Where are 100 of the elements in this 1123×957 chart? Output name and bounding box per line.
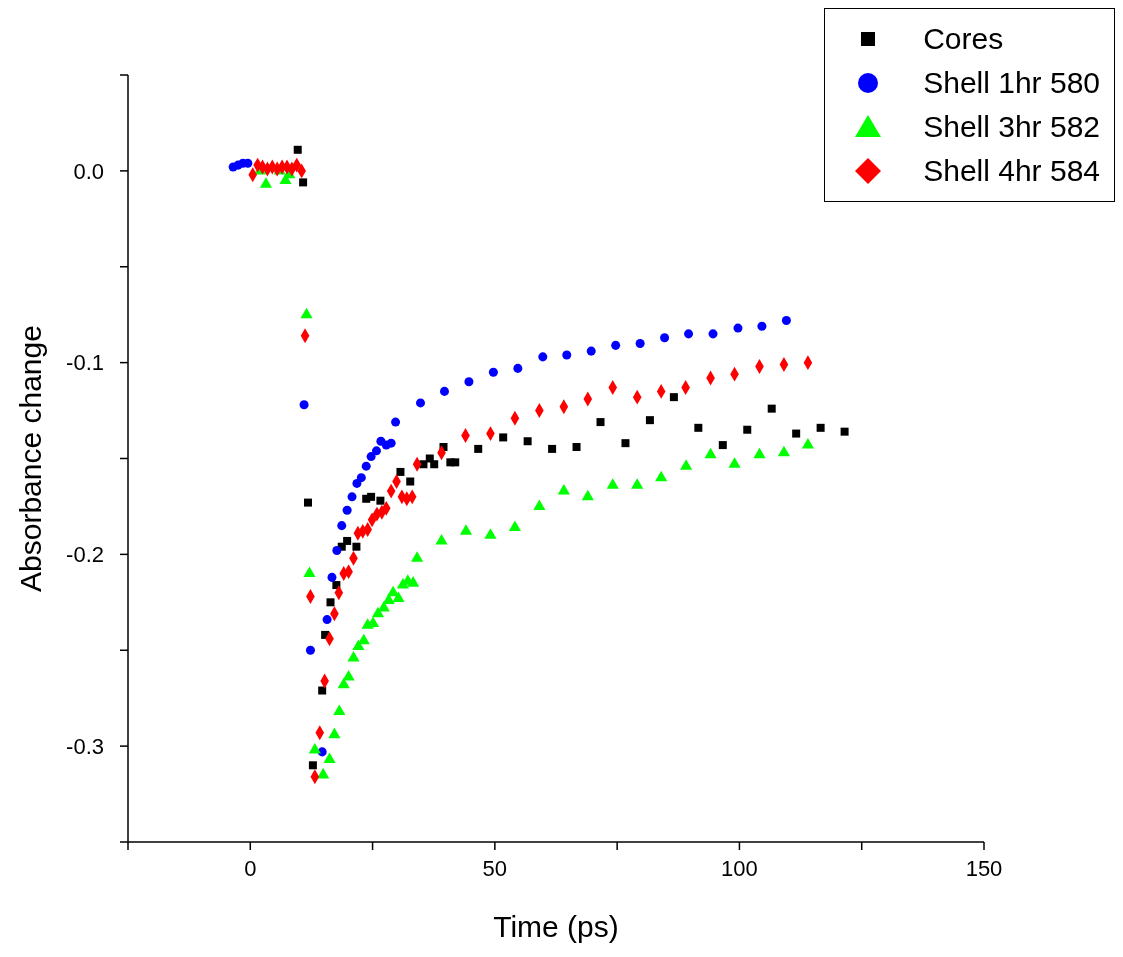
- point: [391, 417, 401, 427]
- point: [299, 400, 309, 410]
- point: [631, 478, 644, 489]
- point: [728, 457, 741, 468]
- point: [513, 363, 523, 373]
- point: [767, 404, 776, 413]
- point: [562, 350, 572, 360]
- point: [669, 393, 678, 402]
- point: [816, 423, 825, 432]
- point: [347, 650, 360, 662]
- point: [337, 521, 347, 531]
- point: [621, 439, 630, 448]
- point: [435, 533, 448, 545]
- point: [586, 346, 596, 356]
- point: [606, 478, 619, 489]
- point: [548, 444, 557, 453]
- point: [342, 505, 352, 515]
- point: [361, 461, 371, 471]
- point: [801, 438, 814, 449]
- point: [342, 670, 355, 681]
- point: [557, 484, 570, 495]
- point: [406, 477, 415, 486]
- point: [396, 467, 405, 476]
- y-tick-label: -0.3: [66, 733, 104, 759]
- point: [733, 323, 743, 333]
- legend-label: Shell 4hr 584: [923, 154, 1100, 188]
- point: [660, 333, 670, 343]
- x-tick-label: 50: [482, 855, 508, 881]
- point: [304, 498, 312, 507]
- point: [347, 492, 357, 502]
- point: [508, 520, 521, 532]
- point: [499, 433, 508, 442]
- point: [328, 727, 341, 739]
- point: [840, 427, 849, 436]
- point: [376, 496, 385, 505]
- legend-label: Shell 1hr 580: [923, 66, 1100, 100]
- point: [635, 338, 645, 348]
- point: [356, 473, 366, 483]
- point: [386, 438, 396, 448]
- point: [777, 445, 791, 457]
- x-tick-label: 150: [965, 855, 1003, 881]
- point: [343, 536, 352, 545]
- point: [684, 329, 694, 339]
- y-tick-label: 0.0: [73, 158, 104, 184]
- point: [781, 315, 791, 325]
- point: [538, 352, 548, 362]
- point: [484, 528, 497, 539]
- point: [327, 572, 337, 582]
- point: [299, 178, 308, 187]
- point: [332, 546, 342, 556]
- point: [533, 499, 546, 510]
- point: [352, 639, 365, 650]
- point: [694, 423, 703, 432]
- point: [430, 460, 439, 469]
- point: [382, 593, 395, 604]
- point: [308, 761, 317, 770]
- point: [474, 444, 483, 453]
- point: [371, 446, 381, 456]
- point: [523, 437, 532, 446]
- point: [680, 459, 693, 470]
- point: [305, 645, 315, 655]
- point: [300, 307, 313, 319]
- point: [323, 752, 336, 764]
- point: [792, 429, 801, 438]
- point: [611, 340, 621, 350]
- y-tick-label: -0.2: [66, 542, 104, 568]
- legend-label: Shell 3hr 582: [923, 110, 1100, 144]
- point: [407, 576, 420, 587]
- point: [753, 447, 766, 459]
- point: [308, 742, 321, 754]
- legend-label: Cores: [923, 22, 1004, 56]
- point: [757, 321, 767, 331]
- point: [451, 458, 460, 467]
- point: [655, 470, 668, 482]
- point: [459, 524, 473, 535]
- x-tick-label: 100: [721, 855, 758, 881]
- x-axis-title: Time (ps): [493, 910, 619, 943]
- point: [352, 542, 361, 551]
- point: [743, 425, 752, 434]
- point: [366, 452, 376, 462]
- y-axis-title: Absorbance change: [13, 325, 47, 592]
- point: [318, 686, 327, 695]
- point: [303, 566, 316, 578]
- point: [572, 442, 581, 451]
- point: [488, 367, 498, 377]
- point: [367, 492, 376, 501]
- point: [333, 704, 346, 716]
- point: [439, 386, 449, 396]
- point: [718, 441, 727, 450]
- y-tick-label: -0.1: [66, 350, 104, 376]
- point: [322, 615, 332, 625]
- point: [259, 177, 273, 188]
- point: [704, 447, 717, 459]
- point: [317, 767, 330, 779]
- x-tick-label: 0: [244, 855, 257, 881]
- point: [392, 591, 405, 602]
- point: [415, 398, 426, 408]
- point: [708, 329, 718, 339]
- point: [645, 416, 654, 425]
- point: [411, 551, 424, 562]
